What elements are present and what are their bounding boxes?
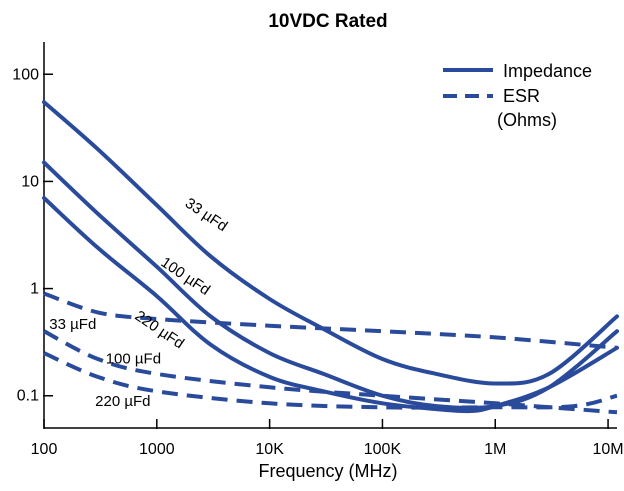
axes (43, 42, 617, 429)
chart-title: 10VDC Rated (268, 11, 387, 32)
curve-annotation-label: 100 µFd (106, 350, 161, 367)
x-ticks: 100 1000 10K 100K 1M 10M (31, 419, 624, 458)
y-tick-label: 10 (21, 173, 39, 190)
curve-annotation-label: 33 µFd (49, 316, 96, 333)
y-tick-label: 1 (30, 281, 39, 298)
x-tick-label: 100 (31, 441, 58, 458)
y-tick-label: 0.1 (17, 388, 39, 405)
legend: Impedance ESR (Ohms) (443, 61, 592, 130)
x-tick-label: 10M (593, 441, 624, 458)
x-axis-label: Frequency (MHz) (258, 461, 397, 481)
esr-series-line (43, 291, 618, 350)
esr-series-line (43, 329, 618, 415)
impedance-series-line (42, 160, 619, 410)
x-tick-label: 10K (255, 441, 284, 458)
curve-annotation-label: 33 µFd (182, 195, 230, 235)
x-tick-label: 1000 (139, 441, 175, 458)
y-ticks: 100 10 1 0.1 (12, 66, 53, 405)
x-tick-label: 100K (364, 441, 402, 458)
curve-annotation-label: 220 µFd (95, 393, 150, 410)
legend-units-label: (Ohms) (497, 110, 557, 130)
legend-esr-label: ESR (503, 86, 540, 106)
x-tick-label: 1M (484, 441, 506, 458)
y-tick-label: 100 (12, 66, 39, 83)
legend-impedance-label: Impedance (503, 61, 592, 81)
series-group (42, 100, 619, 415)
